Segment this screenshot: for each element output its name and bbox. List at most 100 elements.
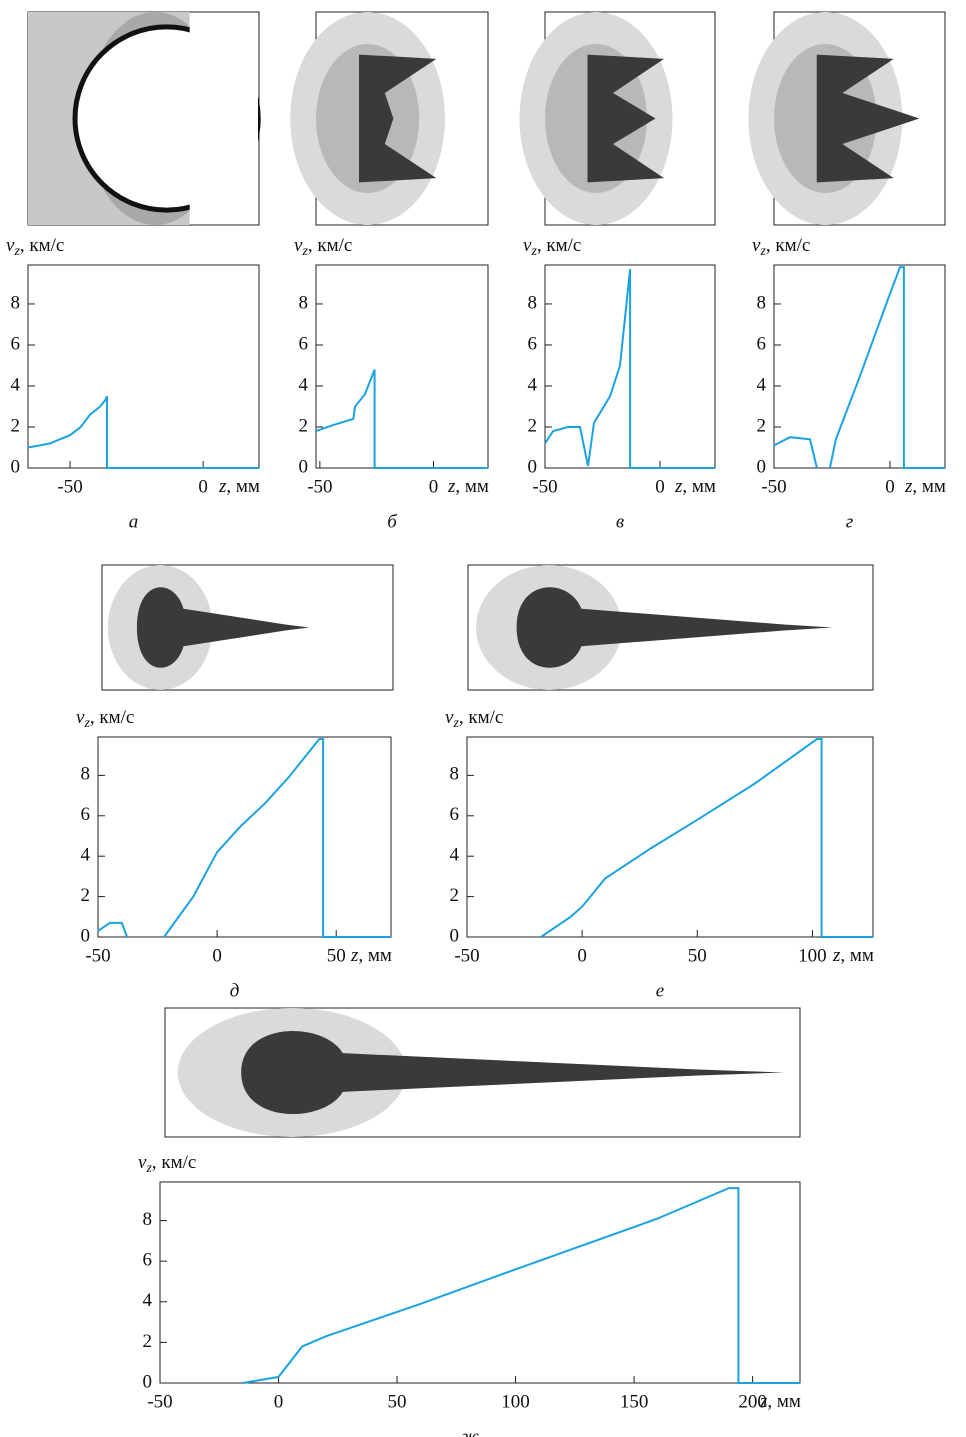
y-label-symbol: v — [76, 707, 85, 728]
y-label-symbol: v — [138, 1152, 147, 1173]
x-label-unit: , мм — [226, 476, 260, 497]
y-tick-label: 2 — [299, 415, 309, 436]
data-line — [27, 395, 259, 469]
x-label-symbol: z — [350, 945, 359, 966]
y-tick-label: 6 — [81, 804, 91, 825]
y-tick-label: 4 — [450, 845, 460, 866]
y-tick-label: 2 — [450, 885, 460, 906]
x-axis-label: z, мм — [218, 476, 260, 497]
y-label-symbol: v — [6, 235, 15, 256]
x-tick-label: 50 — [327, 945, 346, 966]
plot-frame — [97, 736, 392, 938]
data-line — [242, 1187, 800, 1384]
y-label-unit: , км/с — [308, 235, 352, 256]
plot-frame — [773, 264, 946, 469]
panel-label: в — [616, 511, 624, 532]
y-tick-label: 6 — [299, 333, 309, 354]
x-axis-label: z, мм — [832, 945, 874, 966]
x-tick-label: 0 — [212, 945, 222, 966]
x-axis-label: z, мм — [674, 476, 716, 497]
y-label-sub: z — [145, 1161, 152, 1176]
y-label-sub: z — [13, 244, 20, 259]
sim-jet — [359, 54, 437, 183]
y-label-symbol: v — [294, 235, 303, 256]
sim-jet — [136, 587, 310, 668]
y-axis-label: vz, км/с — [138, 1152, 196, 1176]
x-tick-label: -50 — [761, 476, 786, 497]
x-label-unit: , мм — [455, 476, 489, 497]
y-tick-label: 4 — [81, 845, 91, 866]
x-tick-label: 0 — [885, 476, 895, 497]
y-label-symbol: v — [523, 235, 532, 256]
y-tick-label: 2 — [143, 1331, 153, 1352]
y-tick-label: 8 — [450, 764, 460, 785]
y-label-unit: , км/с — [537, 235, 581, 256]
x-tick-label: -50 — [532, 476, 557, 497]
y-label-sub: z — [83, 716, 90, 731]
y-tick-label: 0 — [143, 1371, 153, 1392]
y-axis-label: vz, км/с — [445, 707, 503, 731]
y-tick-label: 4 — [11, 374, 21, 395]
x-label-unit: , мм — [358, 945, 392, 966]
y-label-unit: , км/с — [20, 235, 64, 256]
y-label-sub: z — [759, 244, 766, 259]
sim-mask — [189, 13, 258, 224]
y-tick-label: 0 — [528, 456, 538, 477]
panel-label: б — [387, 511, 398, 532]
x-label-symbol: z — [674, 476, 683, 497]
x-tick-label: -50 — [85, 945, 110, 966]
y-axis-label: vz, км/с — [76, 707, 134, 731]
x-tick-label: 0 — [429, 476, 439, 497]
y-tick-label: 6 — [143, 1250, 153, 1271]
y-tick-label: 2 — [11, 415, 21, 436]
y-tick-label: 4 — [528, 374, 538, 395]
y-tick-label: 4 — [143, 1290, 153, 1311]
sim-jet — [587, 54, 664, 183]
sim-jet — [241, 1030, 785, 1115]
data-line — [540, 738, 873, 938]
x-axis-label: z, мм — [759, 1391, 801, 1412]
x-label-unit: , мм — [682, 476, 716, 497]
y-tick-label: 6 — [757, 333, 767, 354]
y-label-unit: , км/с — [459, 707, 503, 728]
y-axis-label: vz, км/с — [523, 235, 581, 259]
y-label-sub: z — [530, 244, 537, 259]
y-label-sub: z — [452, 716, 459, 731]
y-tick-label: 6 — [11, 333, 21, 354]
x-axis-label: z, мм — [447, 476, 489, 497]
y-tick-label: 0 — [450, 925, 460, 946]
panel-label: е — [656, 980, 664, 1001]
sim-jet — [816, 54, 920, 183]
y-tick-label: 8 — [11, 292, 21, 313]
data-line — [544, 268, 715, 469]
y-label-unit: , км/с — [152, 1152, 196, 1173]
panel-label: д — [230, 980, 240, 1001]
x-tick-label: 50 — [688, 945, 707, 966]
y-tick-label: 4 — [299, 374, 309, 395]
panel-label: а — [129, 511, 139, 532]
x-label-unit: , мм — [767, 1391, 801, 1412]
y-tick-label: 8 — [757, 292, 767, 313]
plot-frame — [315, 264, 489, 469]
y-tick-label: 0 — [757, 456, 767, 477]
plot-frame — [466, 736, 874, 938]
x-tick-label: 50 — [388, 1391, 407, 1412]
data-line — [315, 369, 488, 469]
y-tick-label: 2 — [757, 415, 767, 436]
x-axis-label: z, мм — [350, 945, 392, 966]
y-axis-label: vz, км/с — [294, 235, 352, 259]
x-tick-label: 0 — [198, 476, 208, 497]
y-tick-label: 8 — [81, 764, 91, 785]
y-tick-label: 8 — [528, 292, 538, 313]
x-label-symbol: z — [904, 476, 913, 497]
x-tick-label: 200 — [738, 1391, 767, 1412]
data-line — [97, 738, 391, 938]
y-tick-label: 4 — [757, 374, 767, 395]
y-tick-label: 6 — [528, 333, 538, 354]
panel-label: ж — [461, 1426, 479, 1437]
x-tick-label: -50 — [307, 476, 332, 497]
y-label-sub: z — [301, 244, 308, 259]
y-tick-label: 2 — [81, 885, 91, 906]
y-label-symbol: v — [445, 707, 454, 728]
